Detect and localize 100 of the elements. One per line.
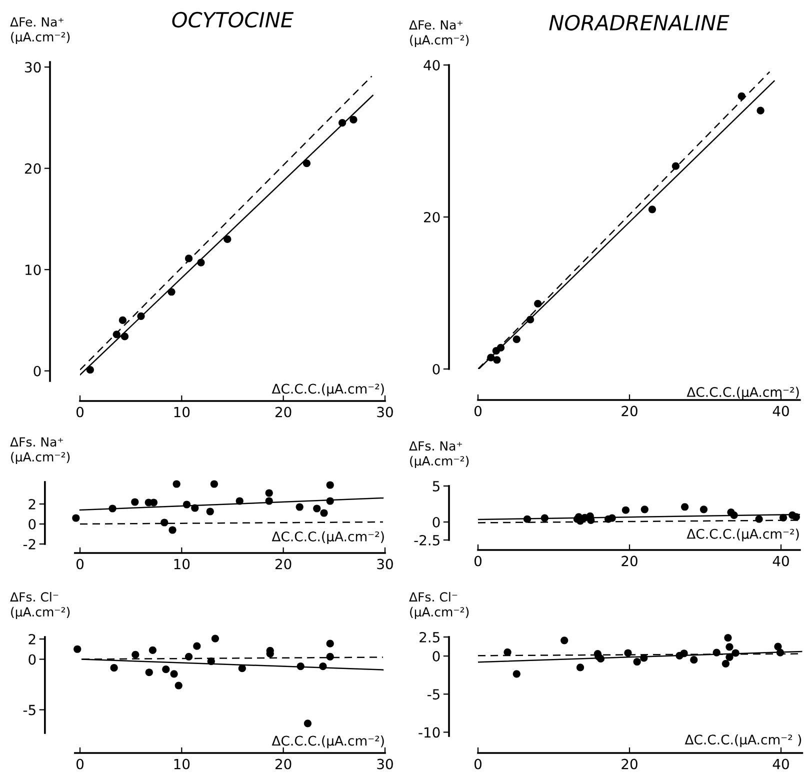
- point: [120, 332, 129, 340]
- point: [302, 159, 311, 168]
- point: [540, 514, 548, 522]
- x-axis-title: ΔC.C.C.(μA.cm⁻²): [272, 384, 384, 396]
- point: [207, 657, 215, 666]
- point: [338, 118, 346, 127]
- point: [726, 653, 734, 661]
- point: [512, 336, 520, 344]
- x-tick-label: 20: [622, 406, 638, 416]
- x-tick-label: 10: [174, 558, 190, 570]
- point: [148, 646, 156, 654]
- point: [206, 508, 214, 516]
- x-tick-label: 0: [76, 758, 84, 770]
- y-tick-label: 0: [34, 366, 41, 376]
- point: [756, 106, 764, 114]
- x-tick-label: 20: [622, 556, 638, 566]
- point: [326, 652, 334, 661]
- point: [224, 235, 232, 244]
- point: [296, 503, 304, 511]
- point: [137, 312, 145, 320]
- y-axis-title: ΔFe. Na⁺ (μA.cm⁻²): [10, 17, 70, 44]
- point: [238, 664, 246, 672]
- point: [86, 366, 94, 374]
- y-axis-title: ΔFe. Na⁺ (μA.cm⁻²): [409, 20, 469, 47]
- x-axis-title: ΔC.C.C.(μA.cm⁻² ): [684, 734, 802, 748]
- y-tick-label: 0: [432, 651, 440, 662]
- y-axis-title: ΔFs. Cl⁻ (μA.cm⁻²): [10, 592, 70, 619]
- x-tick-label: 40: [772, 556, 789, 566]
- point: [622, 506, 630, 514]
- point: [712, 648, 720, 656]
- y-tick-label: 20: [25, 163, 41, 174]
- point: [523, 515, 532, 523]
- point: [633, 658, 641, 666]
- y-axis-title: ΔFs. Cl⁻ (μA.cm⁻²): [409, 592, 469, 619]
- y-tick-label: -2: [23, 538, 36, 550]
- point: [779, 514, 788, 522]
- point: [182, 500, 191, 508]
- x-axis-title: ΔC.C.C.(μA.cm⁻²): [686, 386, 799, 400]
- y-tick-label: -5: [23, 704, 36, 716]
- y-axis-title: ΔFs. Na⁺ (μA.cm⁻²): [10, 437, 70, 464]
- point: [624, 649, 632, 657]
- point: [162, 666, 170, 674]
- point: [732, 649, 740, 657]
- y-tick-label: 2.5: [420, 632, 440, 642]
- point: [319, 662, 327, 670]
- point: [326, 497, 334, 505]
- y-tick-label: 2: [28, 498, 36, 510]
- point: [265, 489, 273, 497]
- y-tick-label: 0: [432, 364, 440, 374]
- point: [118, 316, 127, 324]
- x-axis-title: ΔC.C.C.(μA.cm⁻²): [272, 531, 384, 544]
- point: [722, 660, 730, 668]
- y-tick-label: 0: [28, 654, 36, 665]
- y-tick-label: -5: [428, 689, 440, 700]
- x-tick-label: 20: [622, 758, 638, 770]
- point: [211, 634, 220, 642]
- point: [730, 511, 738, 519]
- point: [110, 664, 118, 672]
- point: [560, 636, 568, 644]
- point: [512, 670, 520, 678]
- point: [326, 640, 334, 648]
- x-tick-label: 30: [377, 758, 393, 770]
- chart-title: NORADRENALINE: [549, 14, 730, 31]
- point: [184, 254, 193, 262]
- point: [313, 504, 321, 512]
- point: [596, 654, 605, 663]
- point: [132, 650, 140, 658]
- x-tick-label: 20: [276, 558, 292, 570]
- y-tick-label: -10: [418, 727, 440, 738]
- point: [724, 634, 732, 642]
- point: [210, 480, 218, 488]
- x-axis-title: ΔC.C.C.(μA.cm⁻²): [272, 736, 384, 748]
- point: [172, 480, 180, 488]
- point: [700, 506, 708, 514]
- y-tick-label: 30: [25, 62, 41, 73]
- y-tick-label: 0: [28, 518, 36, 530]
- x-tick-label: 20: [276, 758, 292, 770]
- point: [197, 258, 205, 266]
- point: [726, 643, 734, 651]
- x-tick-label: 0: [474, 758, 482, 770]
- point: [160, 518, 168, 526]
- y-axis-title: ΔFs. Na⁺ (μA.cm⁻²): [409, 441, 469, 468]
- point: [265, 497, 273, 505]
- point: [680, 650, 688, 658]
- point: [350, 116, 358, 124]
- point: [690, 656, 698, 664]
- point: [534, 300, 542, 308]
- point: [168, 288, 176, 296]
- point: [131, 498, 139, 506]
- point: [776, 648, 784, 656]
- point: [236, 497, 244, 505]
- x-tick-label: 40: [772, 406, 789, 416]
- point: [174, 682, 182, 690]
- point: [184, 652, 193, 661]
- x-tick-label: 30: [377, 406, 393, 418]
- y-tick-label: 10: [26, 264, 41, 276]
- point: [576, 664, 584, 672]
- x-tick-label: 10: [174, 406, 190, 418]
- x-tick-label: 40: [772, 758, 789, 770]
- y-tick-label: 2: [28, 634, 36, 644]
